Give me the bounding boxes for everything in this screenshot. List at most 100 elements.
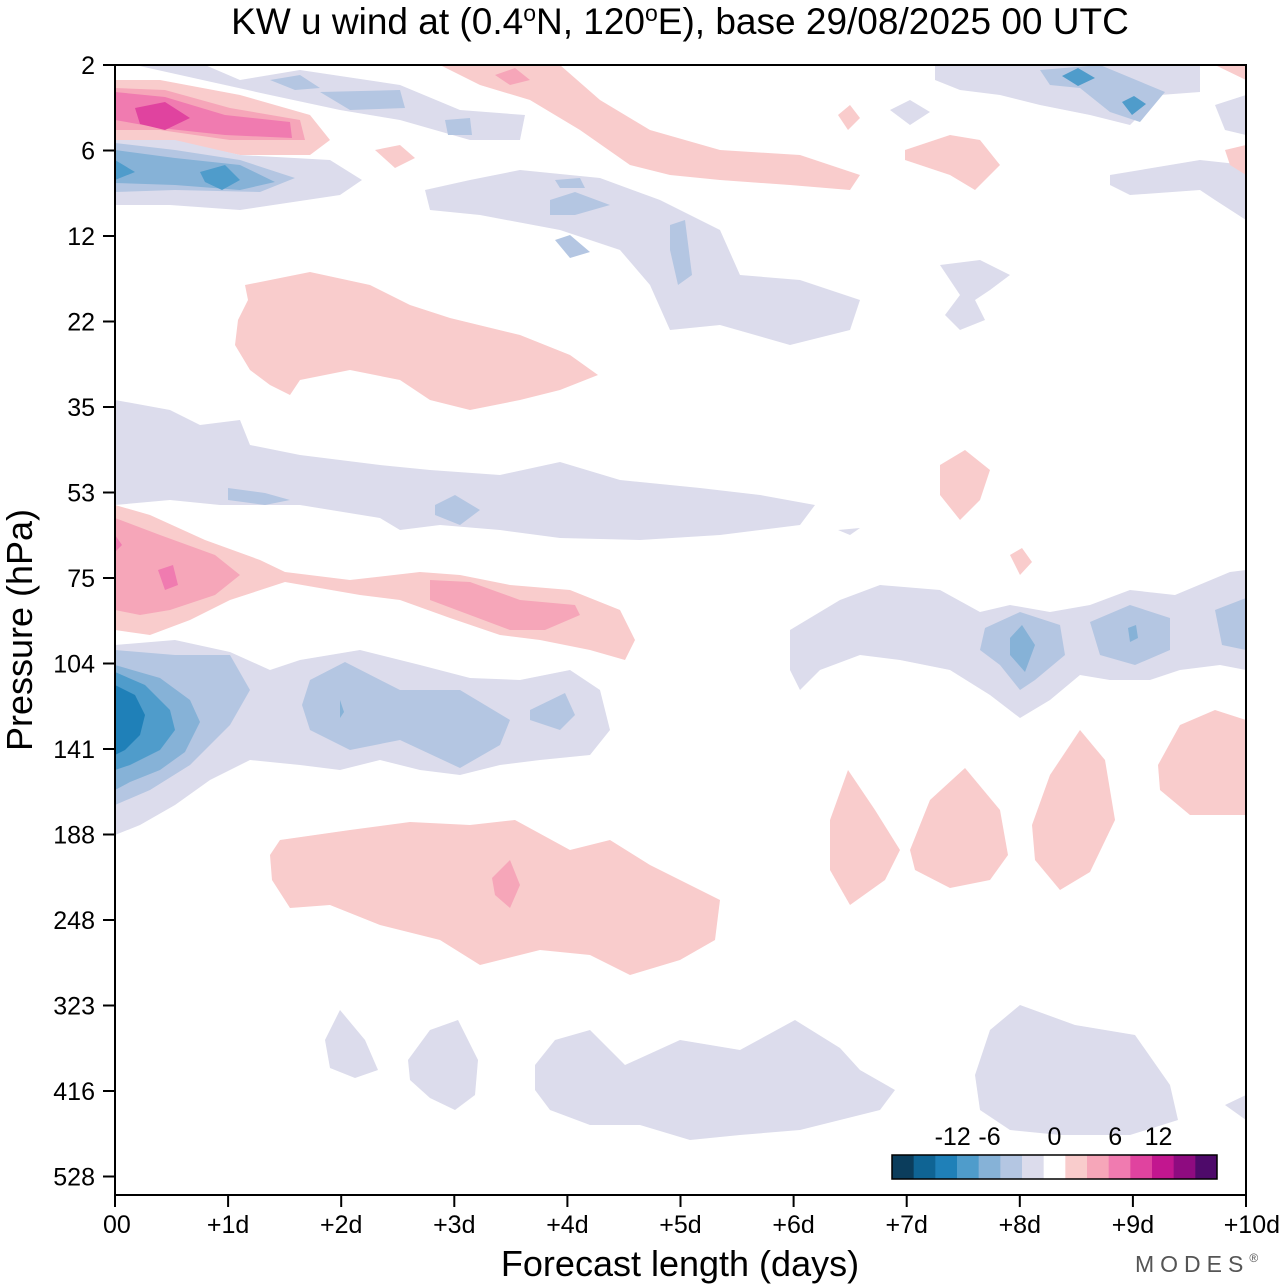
colorbar: -12 -6 0 6 12 <box>891 1123 1218 1180</box>
x-tick-label-9: +9d <box>1112 1211 1154 1239</box>
colorbar-label-6: 6 <box>1108 1123 1122 1151</box>
brand-mark: MODES® <box>1135 1251 1264 1277</box>
y-tick-label-416: 416 <box>53 1078 95 1106</box>
colorbar-label-12: 12 <box>1145 1123 1173 1151</box>
contour-pos-75-mid <box>115 518 580 630</box>
x-tick-label-5: +5d <box>659 1211 701 1239</box>
x-tick-label-7: +7d <box>885 1211 927 1239</box>
x-tick-label-6: +6d <box>772 1211 814 1239</box>
colorbar-swatch-13 <box>1173 1155 1196 1179</box>
x-tick-label-3: +3d <box>433 1211 475 1239</box>
x-axis: 00 +1d +2d +3d +4d +5d +6d +7d +8d +9d +10d <box>103 1195 1280 1239</box>
colorbar-swatch-12 <box>1152 1155 1175 1179</box>
colorbar-swatch-4 <box>978 1155 1001 1179</box>
title-degree-mark-2: o <box>645 0 658 26</box>
y-tick-label-323: 323 <box>53 993 95 1021</box>
colorbar-swatch-14 <box>1195 1155 1218 1179</box>
contour-neg-104-late-mid <box>980 598 1246 690</box>
y-tick-label-248: 248 <box>53 907 95 935</box>
title-degree-mark: o <box>523 0 536 26</box>
title-suffix: E), base 29/08/2025 00 UTC <box>658 1 1129 42</box>
contour-pos-22 <box>235 272 598 410</box>
chart-title: KW u wind at (0.4oN, 120oE), base 29/08/… <box>231 0 1129 42</box>
contour-neg-strat-top-core2 <box>115 160 240 190</box>
x-tick-label-4: +4d <box>546 1211 588 1239</box>
y-tick-label-528: 528 <box>53 1164 95 1192</box>
contour-neg-120-mid2 <box>115 665 344 790</box>
y-tick-label-104: 104 <box>53 651 95 679</box>
contour-pos-small-75 <box>940 450 1032 575</box>
contour-pos-upper-band <box>440 65 860 190</box>
contour-neg-small-top-right <box>890 100 1010 330</box>
colorbar-label-0: 0 <box>1048 1123 1062 1151</box>
colorbar-swatch-1 <box>913 1155 936 1179</box>
contour-pos-late-3 <box>1032 730 1115 890</box>
y-tick-label-12: 12 <box>67 223 95 251</box>
y-tick-label-53: 53 <box>67 480 95 508</box>
title-mid: N, 120 <box>536 1 645 42</box>
colorbar-swatch-10 <box>1108 1155 1131 1179</box>
contour-neg-50-mid <box>228 488 480 525</box>
contour-pos-75-core <box>115 535 178 590</box>
contour-neg-descending-mid <box>550 178 692 285</box>
contour-neg-top-right-core <box>1062 68 1146 115</box>
contour-neg-top-right-2 <box>1110 95 1246 220</box>
title-prefix: KW u wind at (0.4 <box>231 1 523 42</box>
contour-pos-230-core <box>492 860 520 908</box>
contour-neg-small-53 <box>838 528 860 535</box>
contour-neg-120-mid <box>115 650 575 805</box>
contour-pos-late-2 <box>910 768 1008 888</box>
contour-fills <box>115 65 1246 1140</box>
contour-neg-upper-band-mid <box>270 75 472 135</box>
x-tick-label-10: +10d <box>1224 1211 1280 1239</box>
contour-pos-small-1 <box>375 145 415 168</box>
x-tick-label-1: +1d <box>207 1211 249 1239</box>
y-tick-label-6: 6 <box>81 138 95 166</box>
colorbar-swatch-6 <box>1022 1155 1045 1179</box>
contour-neg-420-1 <box>325 1010 378 1078</box>
colorbar-swatch-0 <box>892 1155 915 1179</box>
contour-neg-upper-band <box>135 65 525 140</box>
brand-text: MODES <box>1135 1251 1249 1277</box>
colorbar-swatch-9 <box>1087 1155 1110 1179</box>
x-tick-label-8: +8d <box>999 1211 1041 1239</box>
y-tick-label-75: 75 <box>67 565 95 593</box>
x-tick-label-0: 00 <box>103 1211 131 1239</box>
y-tick-label-2: 2 <box>81 52 95 80</box>
contour-neg-420-3 <box>535 1020 895 1140</box>
brand-registered-mark: ® <box>1249 1251 1264 1265</box>
colorbar-label--6: -6 <box>978 1123 1000 1151</box>
y-axis: 2 6 12 22 35 53 75 104 141 188 248 323 416 528 <box>53 52 115 1192</box>
contour-neg-104-late-core <box>1010 625 1138 672</box>
colorbar-label--12: -12 <box>935 1123 971 1151</box>
contour-pos-top-right <box>905 65 1246 190</box>
x-axis-label: Forecast length (days) <box>501 1243 859 1284</box>
contour-neg-420-5 <box>1225 1095 1246 1120</box>
y-tick-label-35: 35 <box>67 394 95 422</box>
contour-neg-420-2 <box>408 1020 478 1110</box>
y-tick-label-22: 22 <box>67 309 95 337</box>
y-tick-label-188: 188 <box>53 822 95 850</box>
plot-area <box>114 64 1247 1196</box>
colorbar-frame <box>891 1154 1218 1180</box>
y-axis-label: Pressure (hPa) <box>0 509 40 751</box>
contour-pos-small-2 <box>838 105 860 130</box>
contour-pos-late-4 <box>1158 710 1246 815</box>
colorbar-swatch-8 <box>1065 1155 1088 1179</box>
contour-neg-120-peak <box>115 685 145 755</box>
colorbar-swatch-11 <box>1130 1155 1153 1179</box>
contour-pos-230 <box>270 820 720 975</box>
contour-neg-50 <box>115 400 815 540</box>
colorbar-swatch-5 <box>1000 1155 1023 1179</box>
y-tick-label-141: 141 <box>53 736 95 764</box>
contour-pos-strat-top-peak <box>135 102 190 130</box>
x-tick-label-2: +2d <box>320 1211 362 1239</box>
contour-pos-upper-band-core <box>495 68 530 85</box>
colorbar-swatch-7 <box>1043 1155 1066 1179</box>
colorbar-swatch-2 <box>935 1155 958 1179</box>
colorbar-swatch-3 <box>957 1155 980 1179</box>
contour-neg-descending <box>425 170 860 345</box>
contour-neg-420-4 <box>975 1005 1178 1135</box>
contour-pos-late-1 <box>830 770 900 905</box>
